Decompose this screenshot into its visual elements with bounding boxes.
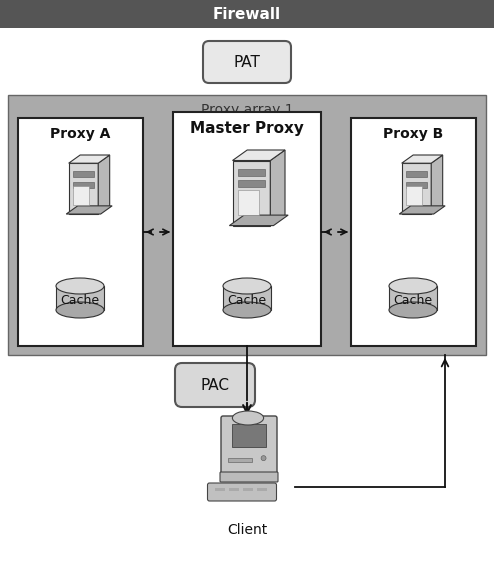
Bar: [73, 186, 89, 205]
Bar: [0, 0, 494, 28]
Text: PAC: PAC: [201, 378, 230, 393]
Bar: [243, 488, 252, 491]
Polygon shape: [270, 150, 285, 226]
Bar: [228, 458, 251, 462]
Polygon shape: [69, 163, 98, 214]
Ellipse shape: [223, 302, 271, 318]
Bar: [238, 180, 265, 187]
Bar: [238, 168, 265, 176]
Text: Client: Client: [227, 523, 267, 537]
Bar: [229, 488, 239, 491]
Bar: [223, 286, 271, 310]
Bar: [232, 424, 266, 447]
Bar: [406, 182, 427, 188]
Bar: [406, 186, 422, 205]
Polygon shape: [66, 206, 112, 214]
Polygon shape: [69, 155, 110, 163]
Text: Firewall: Firewall: [213, 7, 281, 21]
Text: Proxy A: Proxy A: [50, 127, 111, 141]
Text: Master Proxy: Master Proxy: [190, 121, 304, 136]
Polygon shape: [233, 150, 285, 160]
Bar: [73, 171, 94, 177]
Ellipse shape: [389, 278, 437, 294]
Bar: [389, 286, 437, 310]
Polygon shape: [399, 206, 445, 214]
Ellipse shape: [56, 278, 104, 294]
FancyBboxPatch shape: [220, 472, 278, 482]
Bar: [56, 286, 104, 310]
Text: Cache: Cache: [393, 293, 433, 306]
Bar: [238, 190, 259, 214]
Bar: [18, 118, 143, 346]
Polygon shape: [233, 160, 270, 226]
Bar: [256, 488, 266, 491]
Bar: [351, 118, 476, 346]
Bar: [214, 488, 224, 491]
FancyBboxPatch shape: [175, 363, 255, 407]
Ellipse shape: [389, 302, 437, 318]
Polygon shape: [229, 215, 288, 226]
Circle shape: [261, 456, 266, 461]
Bar: [173, 112, 321, 346]
Polygon shape: [402, 163, 431, 214]
Text: Proxy B: Proxy B: [383, 127, 444, 141]
Bar: [406, 171, 427, 177]
Polygon shape: [431, 155, 443, 214]
Bar: [73, 182, 94, 188]
Text: PAT: PAT: [234, 54, 260, 70]
Text: Cache: Cache: [227, 293, 267, 306]
Ellipse shape: [56, 302, 104, 318]
Text: Proxy array 1: Proxy array 1: [201, 103, 293, 117]
FancyBboxPatch shape: [203, 41, 291, 83]
Ellipse shape: [223, 278, 271, 294]
Ellipse shape: [232, 411, 264, 425]
Text: Cache: Cache: [60, 293, 100, 306]
Polygon shape: [98, 155, 110, 214]
Bar: [8, 95, 486, 355]
Polygon shape: [402, 155, 443, 163]
FancyBboxPatch shape: [207, 483, 277, 501]
FancyBboxPatch shape: [221, 416, 277, 475]
